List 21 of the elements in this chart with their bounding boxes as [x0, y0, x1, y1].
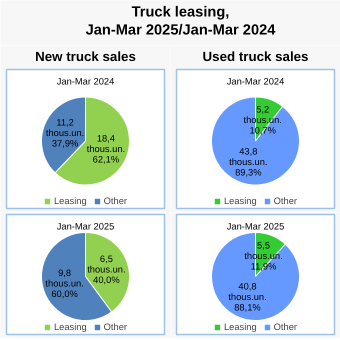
text: Truck leasing, Jan-Mar 2025/Jan-Mar 2024 [86, 4, 276, 38]
legend-label: Other [104, 322, 128, 332]
legend-label: Leasing [224, 322, 257, 332]
legend-label: Other [274, 196, 298, 206]
legend-label: Leasing [54, 196, 87, 206]
data-label: 40,8 thous.un. 88,1% [228, 281, 267, 312]
chart-title: Jan-Mar 2025 [226, 222, 284, 232]
data-label: 11,2 thous.un. 37,9% [46, 117, 84, 148]
data-label: 18,4 thous.un. 62,1% [86, 134, 126, 165]
legend-label: Leasing [54, 322, 87, 332]
chart-title: Jan-Mar 2024 [226, 76, 284, 86]
data-label: 6,5 thous.un. 40,0% [87, 254, 126, 286]
data-label: 43,8 thous.un. 89,3% [229, 146, 268, 178]
chart-title: Jan-Mar 2024 [56, 76, 114, 86]
data-label: 9,8 thous.un. 60,0% [45, 268, 84, 299]
legend-label: Other [104, 196, 128, 206]
legend-label: Other [274, 322, 298, 332]
text: Used truck sales [202, 49, 308, 64]
text: New truck sales [35, 49, 136, 64]
chart-title: Jan-Mar 2025 [56, 222, 114, 232]
legend-label: Leasing [224, 196, 257, 206]
